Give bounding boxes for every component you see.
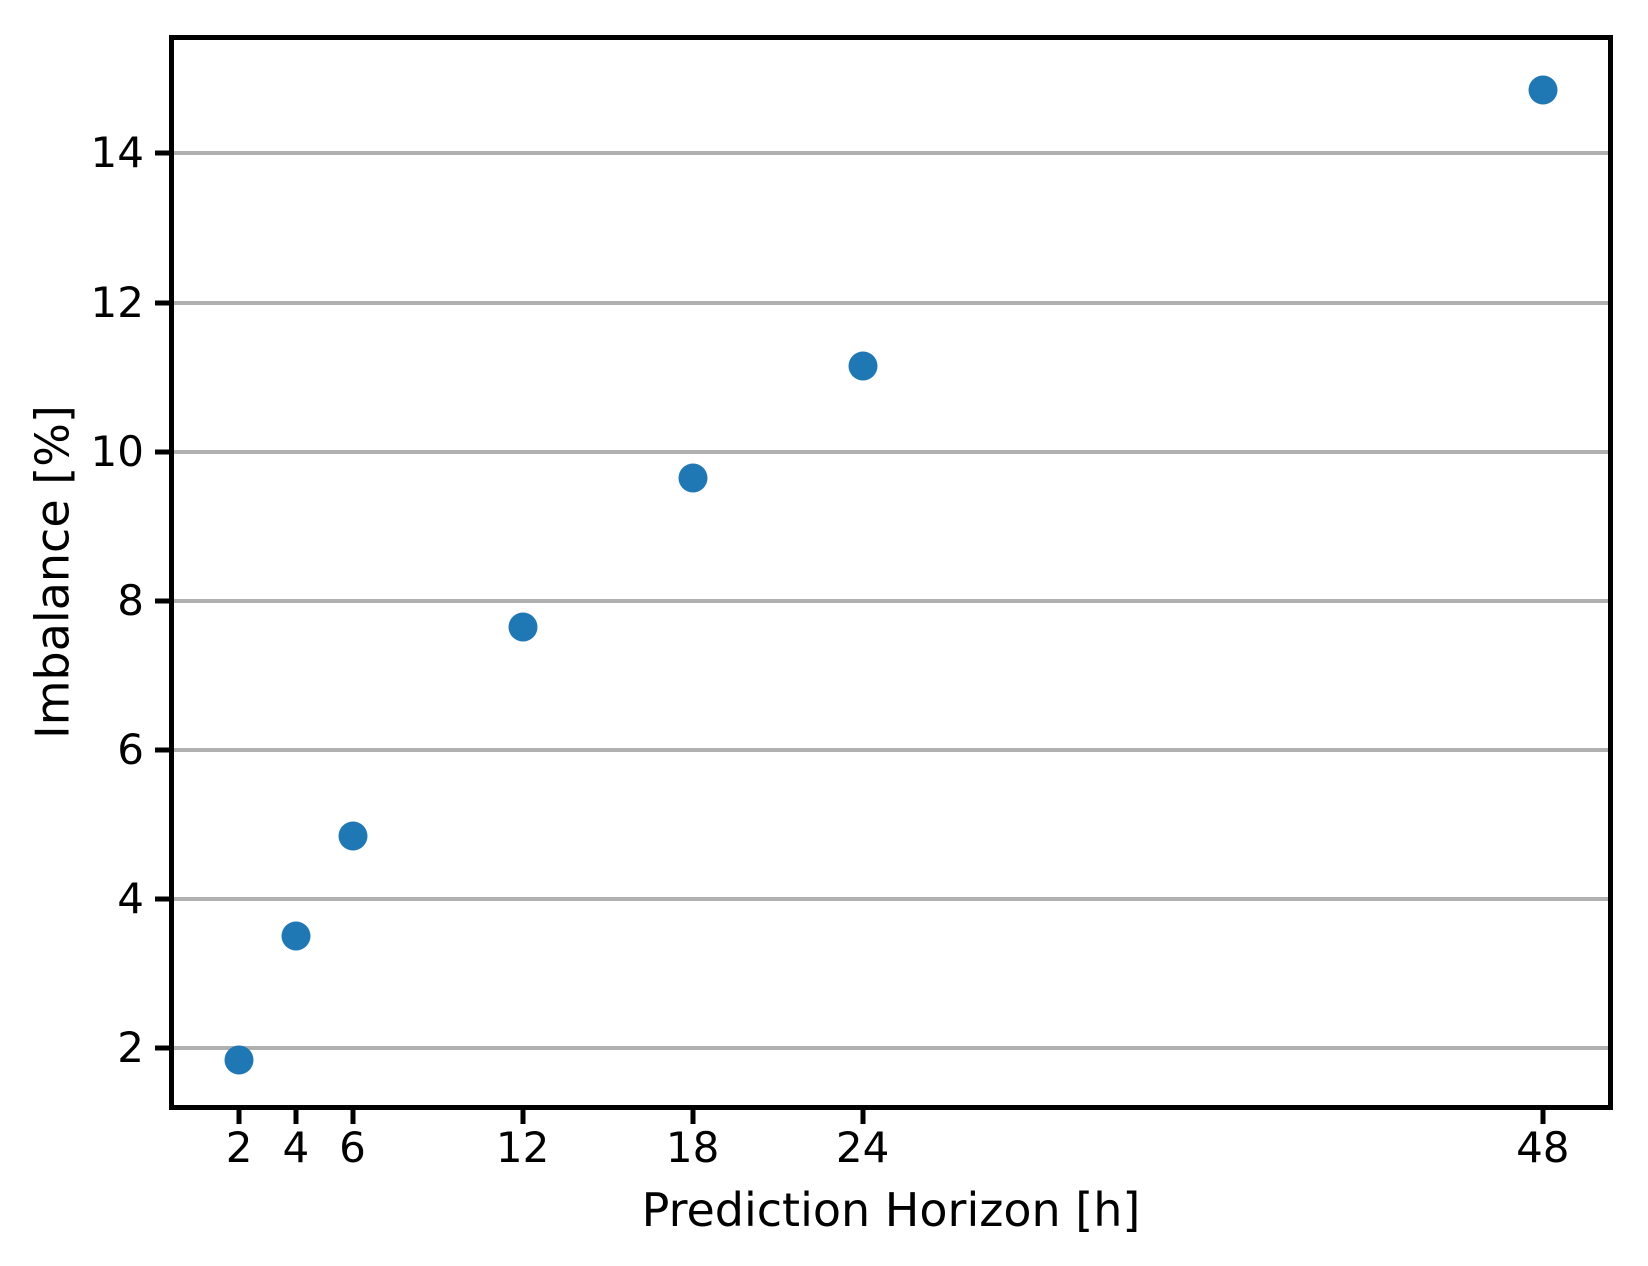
x-tick-label: 6 xyxy=(339,1123,366,1172)
y-gridline xyxy=(174,300,1608,305)
scatter-data-point xyxy=(508,612,538,642)
y-tick-label: 12 xyxy=(90,277,144,327)
y-tick-label: 8 xyxy=(117,575,144,625)
y-tick-mark xyxy=(155,449,174,455)
scatter-data-point xyxy=(678,463,708,493)
x-tick-label: 2 xyxy=(225,1123,253,1172)
y-tick-mark xyxy=(155,896,174,902)
y-tick-mark xyxy=(155,747,174,753)
y-tick-label: 14 xyxy=(90,128,144,178)
x-tick-label: 24 xyxy=(835,1123,890,1172)
y-gridline xyxy=(174,748,1608,752)
y-tick-label: 6 xyxy=(117,725,144,774)
y-gridline xyxy=(174,151,1608,156)
scatter-data-point xyxy=(281,921,311,951)
x-tick-label: 18 xyxy=(665,1123,720,1172)
x-axis-label: Prediction Horizon [h] xyxy=(641,1183,1141,1237)
x-tick-label: 48 xyxy=(1516,1123,1570,1172)
y-gridline xyxy=(174,897,1608,902)
y-tick-mark xyxy=(155,598,174,604)
x-tick-label: 12 xyxy=(495,1123,550,1172)
x-tick-label: 4 xyxy=(282,1123,310,1172)
scatter-data-point xyxy=(224,1045,254,1074)
x-tick-mark xyxy=(236,1105,242,1124)
scatter-data-point xyxy=(1528,75,1558,105)
x-tick-mark xyxy=(520,1105,526,1124)
y-tick-mark xyxy=(155,300,174,306)
y-tick-mark xyxy=(155,1045,174,1051)
x-tick-mark xyxy=(690,1105,696,1124)
x-tick-mark xyxy=(350,1105,356,1124)
plot-area: 2 4 6 8 10 12 14 2 4 6 12 18 24 48 xyxy=(91,35,1613,1169)
y-tick-mark xyxy=(155,150,174,156)
scatter-data-point xyxy=(338,821,368,851)
y-gridline xyxy=(174,449,1608,454)
y-gridline xyxy=(174,1046,1608,1051)
scatter-data-point xyxy=(848,351,878,381)
y-tick-label: 10 xyxy=(90,426,144,476)
y-gridline xyxy=(174,598,1608,603)
y-axis-label: Imbalance [%] xyxy=(25,405,80,739)
x-tick-mark xyxy=(293,1105,299,1124)
x-tick-mark xyxy=(860,1105,866,1124)
x-tick-mark xyxy=(1540,1105,1546,1124)
y-tick-label: 4 xyxy=(117,874,144,924)
y-tick-label: 2 xyxy=(117,1023,144,1073)
